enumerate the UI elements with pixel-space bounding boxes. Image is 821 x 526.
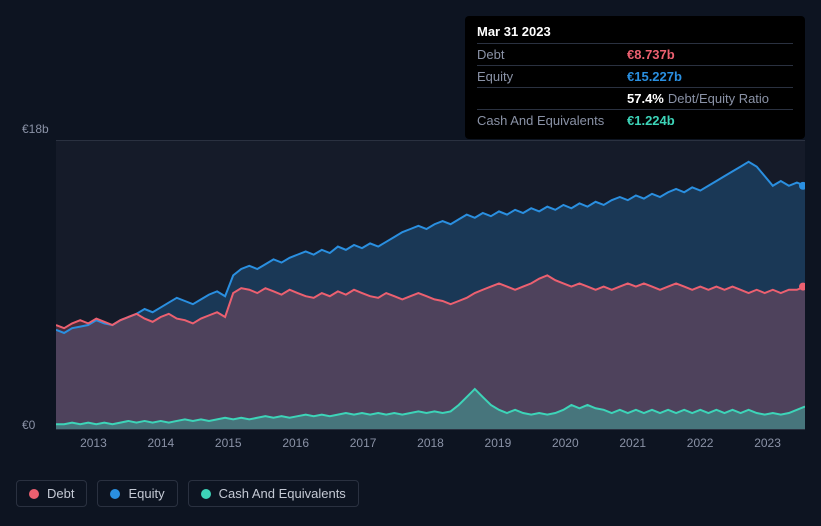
legend-label: Cash And Equivalents <box>219 486 346 501</box>
y-axis-min-label: €0 <box>22 418 35 432</box>
legend-item-cash-and-equivalents[interactable]: Cash And Equivalents <box>188 480 359 507</box>
x-axis-label: 2016 <box>282 436 309 450</box>
legend-label: Debt <box>47 486 74 501</box>
x-axis-label: 2022 <box>687 436 714 450</box>
tooltip-row-value: 57.4%Debt/Equity Ratio <box>627 91 769 106</box>
legend-label: Equity <box>128 486 164 501</box>
financial-history-chart: €18b €0 2013 2014 2015 2016 2017 2018 2019 2020… <box>16 120 805 466</box>
x-axis-label: 2023 <box>754 436 781 450</box>
legend-swatch <box>110 489 120 499</box>
x-axis-label: 2019 <box>485 436 512 450</box>
tooltip-row-label <box>477 91 627 106</box>
tooltip-row-value: €15.227b <box>627 69 682 84</box>
x-axis: 2013 2014 2015 2016 2017 2018 2019 2020 2021 2022… <box>56 436 805 456</box>
x-axis-label: 2021 <box>619 436 646 450</box>
x-axis-label: 2020 <box>552 436 579 450</box>
x-axis-label: 2014 <box>148 436 175 450</box>
legend-swatch <box>201 489 211 499</box>
tooltip-row: Debt€8.737b <box>477 43 793 65</box>
y-axis-max-label: €18b <box>22 122 49 136</box>
tooltip-row: 57.4%Debt/Equity Ratio <box>477 87 793 109</box>
chart-legend: Debt Equity Cash And Equivalents <box>16 480 359 507</box>
legend-item-equity[interactable]: Equity <box>97 480 177 507</box>
tooltip-row: Equity€15.227b <box>477 65 793 87</box>
x-axis-label: 2015 <box>215 436 242 450</box>
legend-item-debt[interactable]: Debt <box>16 480 87 507</box>
x-axis-label: 2017 <box>350 436 377 450</box>
x-axis-label: 2018 <box>417 436 444 450</box>
tooltip-row-label: Debt <box>477 47 627 62</box>
legend-swatch <box>29 489 39 499</box>
tooltip-row-label: Equity <box>477 69 627 84</box>
x-axis-label: 2013 <box>80 436 107 450</box>
tooltip-row-extra: Debt/Equity Ratio <box>668 91 769 106</box>
chart-plot-area[interactable] <box>56 140 805 430</box>
tooltip-date: Mar 31 2023 <box>477 24 793 39</box>
tooltip-row-value: €8.737b <box>627 47 675 62</box>
